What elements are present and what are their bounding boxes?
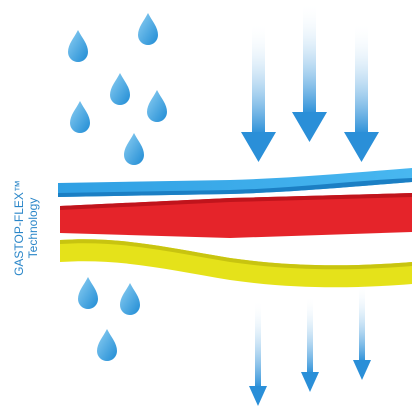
arrow-shaft [359,284,365,362]
brand-name: GASTOP-FLEX™ [12,180,26,276]
arrow-shaft [355,22,368,134]
red-layer-edge [60,193,412,210]
arrow-shaft [303,2,316,114]
blue-layer-edge [58,178,412,197]
yellow-layer-edge [60,239,412,270]
arrows-top [241,2,379,162]
arrow-head [344,132,379,162]
arrow-head [241,132,276,162]
layers [58,168,412,288]
yellow-layer [60,239,412,288]
arrow-head [301,372,319,392]
arrow-shaft [252,22,265,134]
arrow-head [353,360,371,380]
arrow-shaft [255,300,261,388]
brand-subtitle: Technology [26,198,40,259]
arrow-head [249,386,267,406]
arrows-bottom [249,284,371,406]
arrow-shaft [307,296,313,374]
arrow-head [292,112,327,142]
blue-layer [58,168,412,197]
